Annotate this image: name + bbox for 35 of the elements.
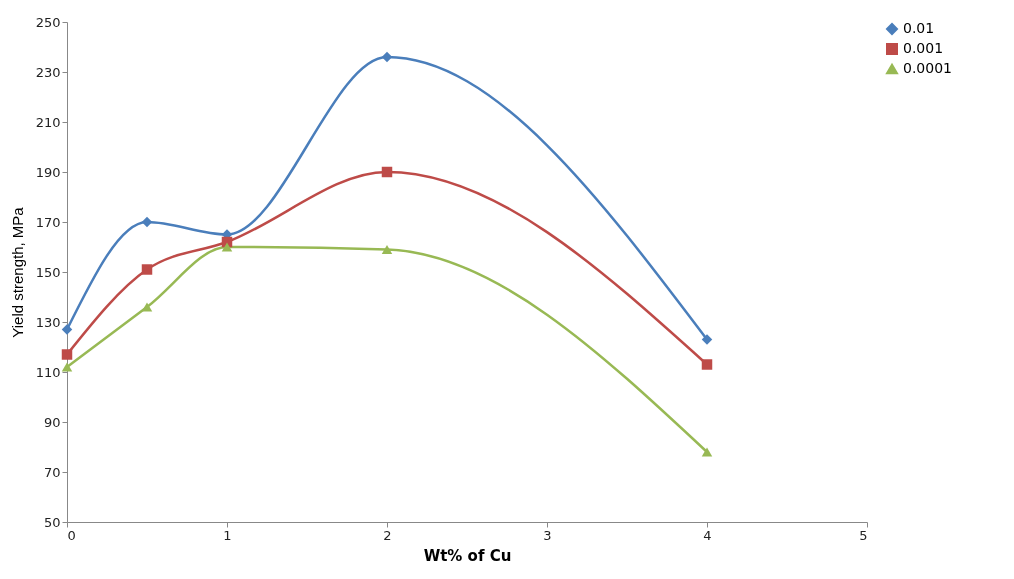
x-tick-label: 0 — [67, 527, 76, 543]
y-tick-label: 210 — [35, 114, 61, 130]
y-tick-label: 170 — [35, 214, 61, 230]
y-tick-label: 150 — [35, 264, 61, 280]
x-tick-label: 4 — [703, 527, 712, 543]
point — [381, 244, 393, 255]
point — [221, 242, 233, 252]
x-tick-label: 2 — [383, 527, 392, 543]
point — [701, 334, 713, 345]
point — [61, 324, 73, 335]
y-tick-label: 190 — [35, 164, 61, 180]
legend-label: 0.0001 — [903, 60, 952, 76]
legend-label: 0.01 — [903, 20, 935, 36]
x-axis-title: Wt% of Cu — [423, 546, 512, 565]
point — [141, 264, 153, 275]
point — [701, 359, 713, 370]
point — [701, 447, 713, 457]
x-tick-label: 5 — [859, 527, 868, 543]
point — [381, 51, 393, 63]
point — [61, 362, 73, 372]
point — [381, 166, 393, 178]
y-tick-label: 70 — [43, 464, 61, 480]
y-tick-label: 50 — [43, 514, 61, 530]
point — [141, 302, 153, 312]
y-axis-title: Yield strength, MPa — [8, 206, 26, 338]
y-tick-label: 230 — [35, 64, 61, 80]
point — [141, 216, 153, 228]
y-tick-label: 250 — [35, 14, 61, 30]
point — [61, 349, 73, 360]
legend-label: 0.001 — [903, 40, 944, 56]
y-tick-label: 110 — [35, 364, 61, 380]
x-tick-label: 3 — [543, 527, 552, 543]
y-tick-label: 130 — [35, 314, 61, 330]
y-tick-label: 90 — [43, 414, 61, 430]
x-tick-label: 1 — [223, 527, 232, 543]
